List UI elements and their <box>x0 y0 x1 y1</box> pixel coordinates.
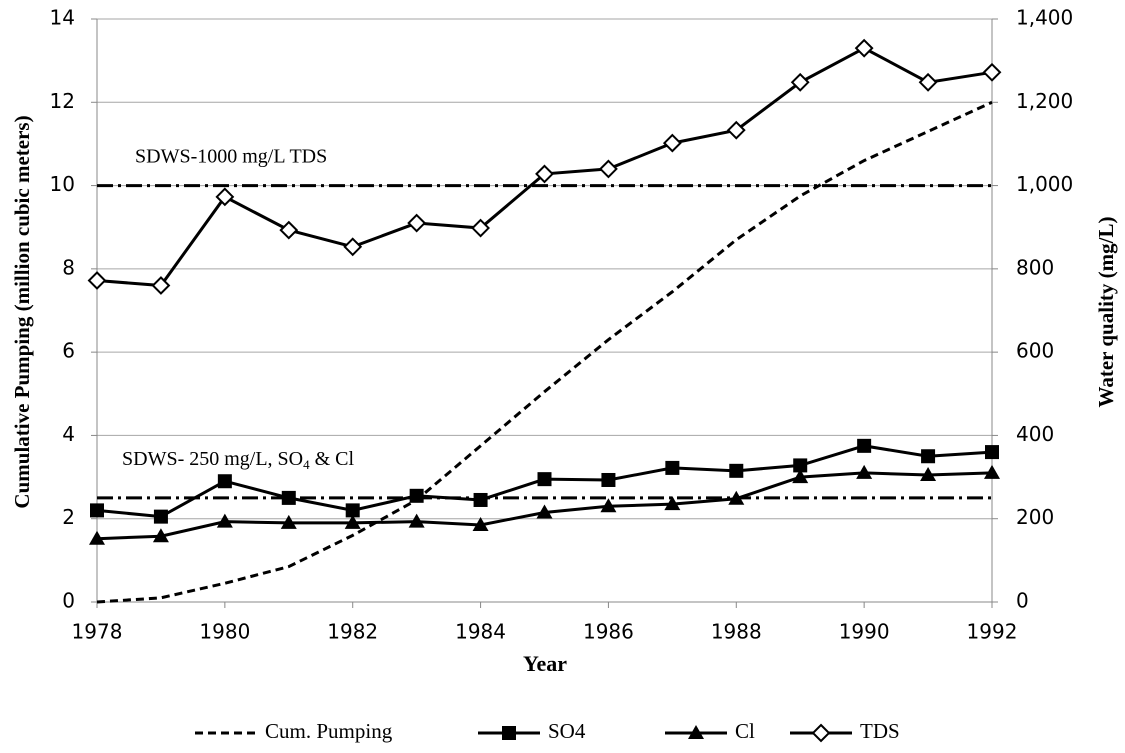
marker-diamond <box>471 218 490 238</box>
marker-square <box>281 490 296 505</box>
x-axis-title: Year <box>523 651 567 676</box>
marker-square <box>153 509 168 524</box>
marker-triangle <box>472 516 489 531</box>
y-tick-label: 0 <box>62 589 75 613</box>
marker-triangle <box>792 469 809 484</box>
y2-tick-label: 1,000 <box>1016 172 1073 196</box>
marker-triangle <box>89 530 105 545</box>
marker-triangle <box>856 464 873 479</box>
marker-triangle <box>600 498 617 513</box>
y2-tick-label: 1,400 <box>1016 6 1073 30</box>
x-tick-label: 1990 <box>839 620 890 644</box>
marker-square <box>857 438 872 453</box>
marker-diamond <box>726 120 746 140</box>
marker-diamond <box>535 164 554 184</box>
y-tick-label: 14 <box>50 6 75 30</box>
marker-diamond <box>599 159 618 179</box>
marker-diamond <box>918 72 938 92</box>
legend-marker <box>502 726 516 740</box>
marker-diamond <box>343 237 363 257</box>
y-axis-title: Cumulative Pumping (million cubic meters… <box>10 115 34 508</box>
marker-triangle <box>408 513 425 528</box>
y2-tick-label: 1,200 <box>1016 89 1073 113</box>
y2-axis-title: Water quality (mg/L) <box>1094 217 1118 408</box>
marker-triangle <box>280 514 297 529</box>
marker-square <box>729 463 744 478</box>
y-tick-label: 6 <box>62 339 75 363</box>
marker-diamond <box>215 187 235 207</box>
marker-triangle <box>216 513 233 528</box>
x-tick-label: 1984 <box>455 620 506 644</box>
marker-square <box>409 488 424 503</box>
legend-marker <box>811 723 831 743</box>
marker-square <box>537 472 552 487</box>
marker-triangle <box>984 464 1000 479</box>
marker-triangle <box>344 514 361 529</box>
reference-label-part: SDWS-1000 mg/L TDS <box>135 145 327 167</box>
y2-tick-label: 800 <box>1016 255 1054 279</box>
x-tick-label: 1978 <box>72 620 123 644</box>
marker-square <box>345 503 360 518</box>
reference-label: SDWS- 250 mg/L, SO4 & Cl <box>122 447 355 471</box>
marker-square <box>601 472 616 487</box>
marker-diamond <box>790 72 810 92</box>
marker-diamond <box>662 133 682 153</box>
marker-square <box>473 492 488 507</box>
series-line <box>96 100 993 604</box>
marker-square <box>793 458 808 473</box>
y2-tick-label: 0 <box>1016 589 1029 613</box>
legend-marker <box>688 725 704 739</box>
marker-diamond <box>982 62 1002 82</box>
marker-square <box>985 445 999 460</box>
x-tick-label: 1992 <box>967 620 1018 644</box>
marker-triangle <box>664 496 681 511</box>
marker-diamond <box>407 213 427 233</box>
x-tick-label: 1982 <box>327 620 378 644</box>
marker-triangle <box>536 504 553 519</box>
marker-triangle <box>728 490 745 505</box>
y2-tick-label: 600 <box>1016 339 1054 363</box>
marker-diamond <box>279 220 299 240</box>
y-tick-label: 12 <box>50 89 75 113</box>
legend-label: Cum. Pumping <box>265 719 393 743</box>
legend-label: SO4 <box>548 719 586 743</box>
reference-label-part: SDWS- 250 mg/L, SO <box>122 447 303 469</box>
y2-tick-label: 400 <box>1016 422 1054 446</box>
marker-diamond <box>151 276 171 295</box>
marker-square <box>217 474 232 489</box>
marker-square <box>90 503 104 518</box>
y-tick-label: 10 <box>50 172 75 196</box>
marker-diamond <box>87 271 107 290</box>
reference-label: SDWS-1000 mg/L TDS <box>135 145 327 167</box>
marker-square <box>665 460 680 475</box>
y-tick-label: 8 <box>62 255 75 279</box>
reference-label-part: & Cl <box>310 447 355 469</box>
x-tick-label: 1988 <box>711 620 762 644</box>
reference-label-part: 4 <box>303 457 310 472</box>
y-tick-label: 2 <box>62 505 75 529</box>
marker-triangle <box>920 466 937 481</box>
marker-triangle <box>152 528 169 543</box>
marker-square <box>921 449 936 464</box>
marker-diamond <box>854 38 874 58</box>
legend-label: Cl <box>735 719 755 743</box>
x-tick-label: 1986 <box>583 620 634 644</box>
x-tick-label: 1980 <box>199 620 250 644</box>
y2-tick-label: 200 <box>1016 505 1054 529</box>
legend-label: TDS <box>860 719 900 743</box>
y-tick-label: 4 <box>62 422 75 446</box>
